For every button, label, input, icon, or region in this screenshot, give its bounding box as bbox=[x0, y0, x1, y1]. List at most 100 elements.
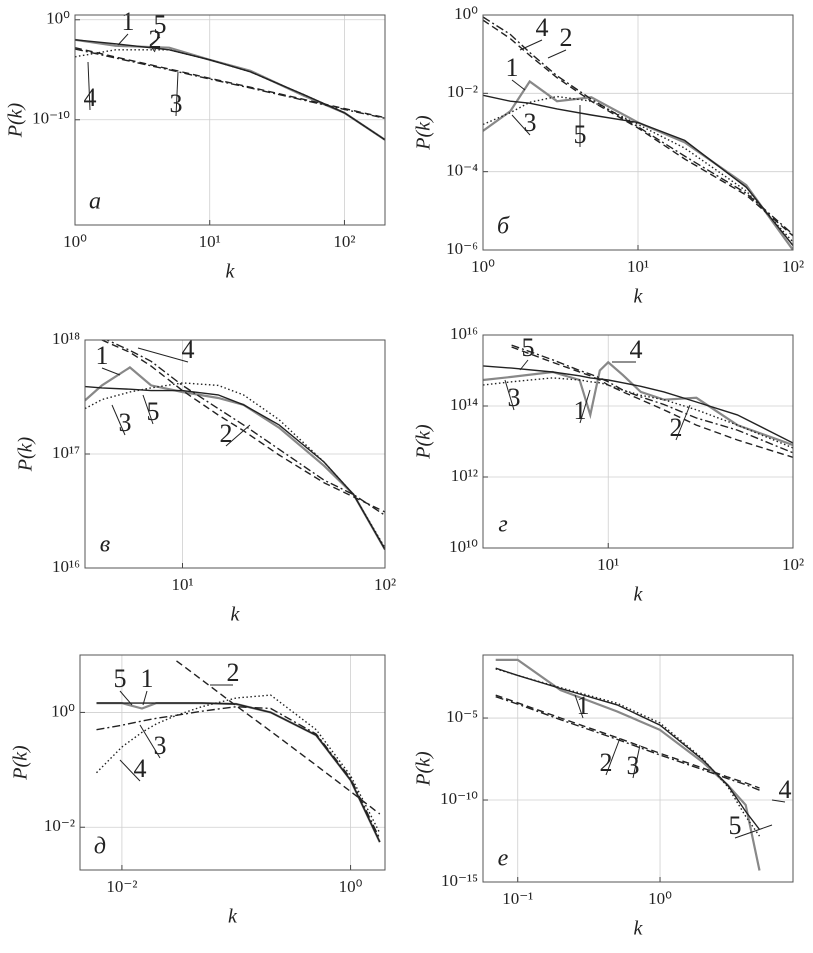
curve-label: 5 bbox=[147, 397, 160, 426]
y-tick-label: 10⁻¹⁰ bbox=[440, 789, 478, 808]
series-line bbox=[495, 667, 761, 830]
series-line bbox=[495, 668, 761, 837]
x-tick-label: 10⁰ bbox=[471, 257, 495, 276]
panel-label: а bbox=[89, 189, 101, 215]
axes-frame bbox=[74, 14, 386, 226]
curve-label: 2 bbox=[600, 748, 613, 777]
curve-label: 2 bbox=[220, 419, 233, 448]
leader-line bbox=[137, 347, 189, 363]
curve-label: 1 bbox=[122, 7, 135, 36]
plot-area bbox=[483, 655, 793, 882]
curve-label: 2 bbox=[149, 25, 162, 54]
series-line bbox=[105, 340, 385, 516]
leader-line bbox=[605, 737, 621, 776]
panel-label: в bbox=[100, 532, 110, 558]
panel: 10⁻¹ 10⁰ 10⁻¹⁵ 10⁻¹⁰ 10⁻⁵ 12 3 4 5 е k P(k) bbox=[413, 654, 794, 940]
curve-label: 1 bbox=[141, 664, 154, 693]
series-group bbox=[96, 660, 381, 843]
series-line bbox=[75, 39, 385, 141]
leader-line bbox=[511, 79, 526, 91]
x-tick-label: 10⁰ bbox=[648, 889, 672, 908]
y-axis-label: P(k) bbox=[5, 102, 27, 138]
x-axis-label: k bbox=[634, 918, 644, 940]
curve-label: 1 bbox=[574, 396, 587, 425]
leader-line bbox=[771, 799, 786, 803]
y-axis-label: P(k) bbox=[10, 745, 32, 781]
axes-frame bbox=[79, 654, 386, 871]
curve-label: 4 bbox=[84, 83, 97, 112]
curve-label: 4 bbox=[134, 754, 147, 783]
series-line bbox=[96, 694, 381, 834]
x-tick-label: 10¹ bbox=[627, 257, 649, 276]
panel: 10¹ 10² 10¹⁶ 10¹⁷ 10¹⁸ 1 2 3 4 5 в k P(k) bbox=[15, 329, 396, 626]
series-line bbox=[495, 658, 761, 871]
x-tick-label: 10⁰ bbox=[63, 232, 87, 251]
leader-line bbox=[519, 39, 543, 51]
leader-line bbox=[87, 61, 91, 111]
curve-label: 3 bbox=[154, 731, 167, 760]
curve-label: 5 bbox=[574, 120, 587, 149]
y-tick-label: 10⁰ bbox=[454, 4, 478, 23]
series-line bbox=[483, 95, 793, 243]
series-line bbox=[101, 340, 385, 513]
y-tick-label: 10⁰ bbox=[46, 9, 70, 28]
x-axis-label: k bbox=[634, 286, 644, 308]
y-tick-label: 10⁻⁶ bbox=[446, 239, 478, 258]
curve-label: 2 bbox=[560, 23, 573, 52]
curve-label: 3 bbox=[119, 408, 132, 437]
leader-line bbox=[511, 114, 531, 136]
panel-label: е bbox=[498, 846, 509, 872]
curve-label: 4 bbox=[182, 335, 195, 364]
axes-frame bbox=[482, 334, 794, 549]
y-axis-label: P(k) bbox=[413, 424, 435, 460]
leader-line bbox=[225, 424, 251, 447]
panel: 10⁰ 10¹ 10² 10⁻¹⁰ 10⁰ 12 3 4 5 а k P(k) bbox=[5, 7, 386, 283]
curve-label: 5 bbox=[729, 811, 742, 840]
curve-label: 3 bbox=[170, 89, 183, 118]
leader-line bbox=[117, 33, 129, 46]
y-tick-label: 10⁻⁵ bbox=[446, 707, 478, 726]
y-tick-label: 10⁻⁴ bbox=[446, 161, 478, 180]
curve-label: 1 bbox=[96, 341, 109, 370]
y-tick-label: 10⁻¹⁵ bbox=[441, 871, 478, 890]
leader-line bbox=[119, 690, 133, 706]
leader-line bbox=[519, 359, 529, 371]
leader-line bbox=[579, 389, 591, 424]
y-tick-label: 10¹⁸ bbox=[52, 329, 80, 348]
curve-label: 3 bbox=[508, 383, 521, 412]
panel-label: г bbox=[498, 512, 507, 538]
curve-label: 4 bbox=[536, 13, 549, 42]
axes-frame bbox=[482, 654, 794, 883]
y-tick-label: 10¹⁷ bbox=[52, 443, 80, 462]
axes-frame bbox=[482, 14, 794, 251]
leader-line bbox=[139, 724, 161, 759]
x-tick-label: 10² bbox=[374, 575, 396, 594]
plot-area bbox=[80, 655, 385, 870]
x-axis-label: k bbox=[228, 906, 238, 928]
y-tick-label: 10¹⁶ bbox=[52, 557, 80, 576]
leader-line bbox=[632, 744, 641, 779]
curve-label: 4 bbox=[779, 775, 792, 804]
panel-label: д bbox=[94, 834, 106, 860]
leader-line bbox=[142, 690, 148, 706]
x-tick-label: 10¹ bbox=[597, 555, 619, 574]
y-tick-label: 10⁻² bbox=[447, 82, 478, 101]
x-tick-label: 10⁻² bbox=[106, 877, 137, 896]
series-line bbox=[483, 365, 793, 444]
series-line bbox=[511, 346, 793, 458]
curve-label: 2 bbox=[227, 658, 240, 687]
series-group bbox=[483, 344, 793, 458]
panel-label: б bbox=[497, 214, 510, 240]
x-tick-label: 10² bbox=[782, 555, 804, 574]
y-tick-label: 10⁻² bbox=[44, 816, 75, 835]
series-line bbox=[483, 19, 793, 237]
leader-line bbox=[175, 71, 179, 117]
series-line bbox=[495, 696, 760, 791]
plot-area bbox=[483, 335, 793, 548]
curve-label: 4 bbox=[630, 335, 643, 364]
panel: 10⁻² 10⁰ 10⁻² 10⁰ 1 2 34 5 д k P(k) bbox=[10, 654, 386, 928]
y-axis-label: P(k) bbox=[413, 751, 435, 787]
leader-line bbox=[101, 367, 121, 376]
leader-line bbox=[149, 36, 161, 46]
x-axis-label: k bbox=[226, 261, 236, 283]
